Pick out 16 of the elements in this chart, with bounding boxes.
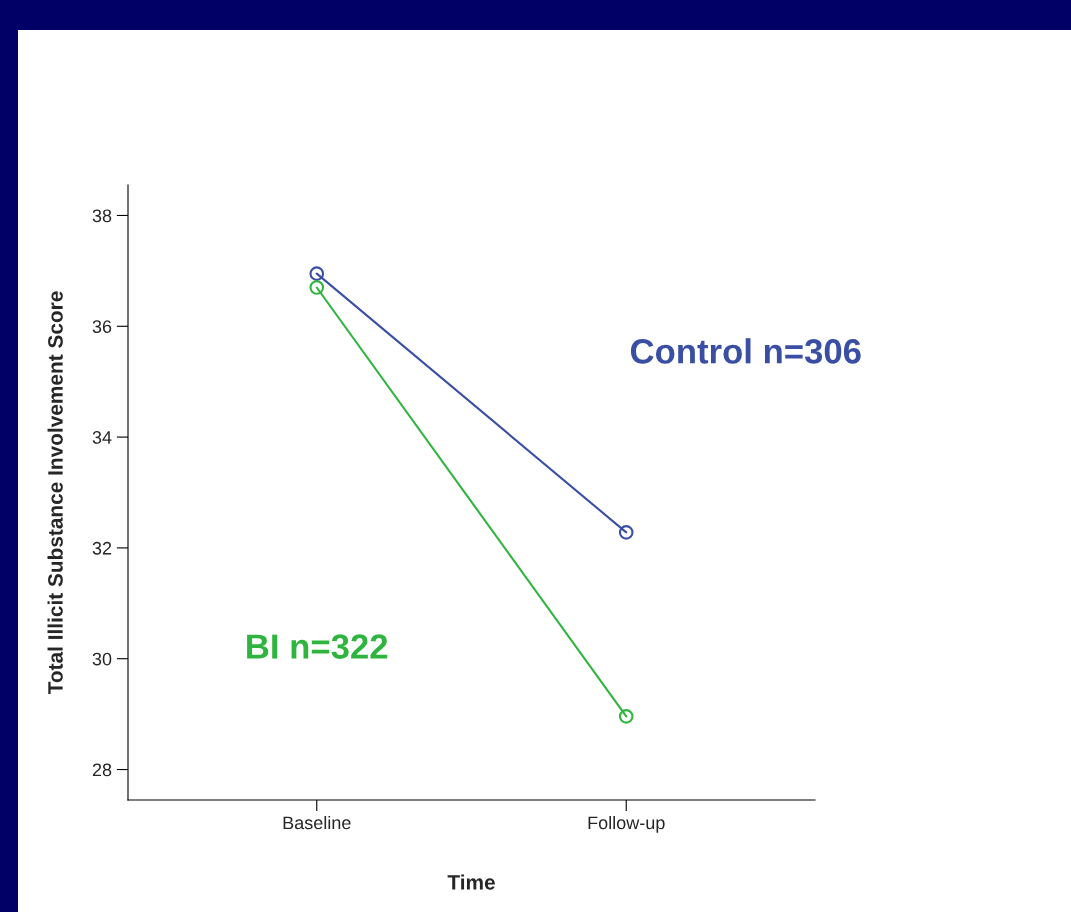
- x-tick-label: Follow-up: [588, 815, 665, 833]
- y-axis-title: Total Illicit Substance Involvement Score: [47, 291, 63, 695]
- point: [618, 709, 634, 724]
- y-tick-label: 36: [92, 320, 112, 333]
- y-tick-label: 34: [92, 431, 112, 444]
- point: [309, 280, 325, 295]
- x-axis-title: Time: [447, 874, 495, 890]
- y-tick-label: 38: [92, 209, 112, 223]
- text: Control n=306: [630, 338, 861, 364]
- text: BI n=322: [247, 634, 388, 659]
- y-tick-label: 28: [92, 763, 112, 777]
- x-tick-label: Baseline: [283, 815, 351, 830]
- y-tick-label: 30: [92, 652, 112, 666]
- point: [309, 266, 325, 281]
- y-tick-label: 32: [92, 541, 112, 555]
- point: [618, 525, 634, 540]
